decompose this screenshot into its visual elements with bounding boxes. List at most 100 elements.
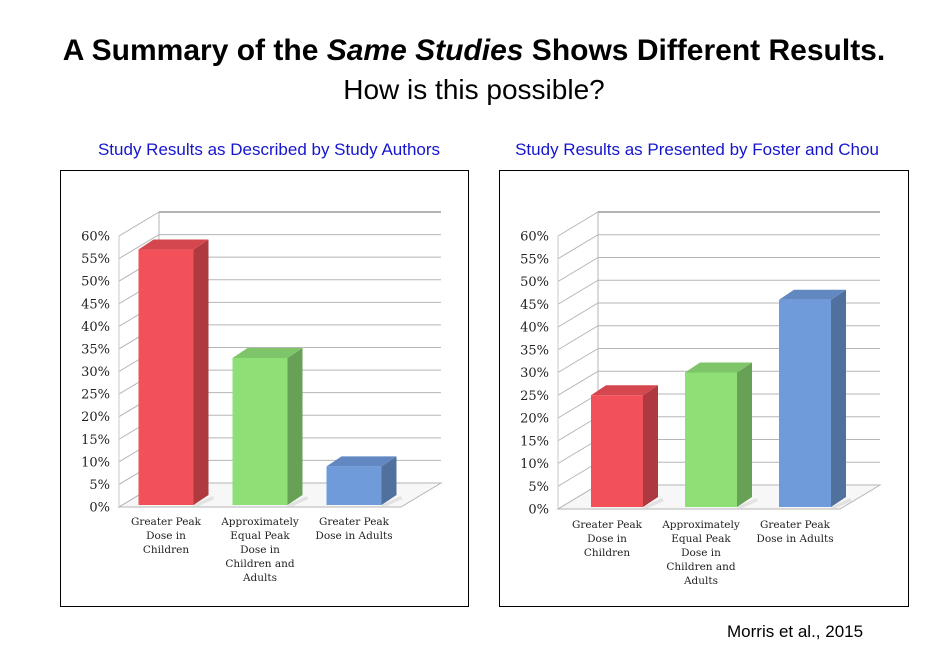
category-label: Greater Peak Dose in Children <box>131 516 202 556</box>
y-tick-label: 30% <box>81 365 110 380</box>
chart-left: 0% 5% 10% 15% 20% 25% 30% 35% 40% 45% 50% 55% 60% Gre… <box>60 170 469 607</box>
bar <box>138 239 215 507</box>
y-tick-label: 20% <box>81 410 110 425</box>
bar-top <box>779 289 846 300</box>
category-label-line: Dose in Adults <box>315 530 392 542</box>
bar <box>591 385 664 509</box>
category-label: Approximately Equal Peak Dose in Children a… <box>661 519 740 587</box>
y-tick-label: 0% <box>89 501 110 516</box>
category-label-line: Children and <box>666 561 736 573</box>
category-label: Greater Peak Dose in Adults <box>315 516 392 542</box>
category-label-line: Dose in Adults <box>756 533 833 545</box>
title-suffix: Shows Different Results. <box>523 34 886 67</box>
gridline-depth <box>557 370 599 396</box>
category-label: Greater Peak Dose in Adults <box>756 519 833 545</box>
category-label-line: Equal Peak <box>230 530 290 542</box>
category-label-line: Dose in <box>587 533 627 545</box>
y-tick-label: 35% <box>81 342 110 357</box>
slide-title: A Summary of the Same Studies Shows Diff… <box>0 34 948 68</box>
category-label-line: Children <box>143 544 189 556</box>
citation: Morris et al., 2015 <box>727 622 864 641</box>
category-label-line: Dose in <box>146 530 186 542</box>
y-tick-label: 10% <box>81 455 110 470</box>
category-label-line: Greater Peak <box>319 516 390 528</box>
bar-shadow <box>287 496 309 507</box>
bar-top <box>591 385 658 396</box>
bar-shadow <box>381 496 403 507</box>
y-tick-label: 55% <box>81 252 110 267</box>
y-tick-label: 35% <box>520 343 549 358</box>
y-tick-label: 40% <box>520 321 549 336</box>
gridline-depth <box>557 302 599 328</box>
chart-right: 0% 5% 10% 15% 20% 25% 30% 35% 40% 45% 50% 55% 60% Gre… <box>499 170 909 607</box>
y-tick-label: 10% <box>520 457 549 472</box>
category-label-line: Adults <box>242 572 277 584</box>
y-tick-label: 60% <box>520 230 549 245</box>
gridline-depth <box>118 211 160 237</box>
bar-side <box>831 289 846 507</box>
category-label-line: Children <box>584 547 630 559</box>
y-tick-label: 30% <box>520 366 549 381</box>
bar-shadow <box>831 498 852 509</box>
y-tick-label: 60% <box>81 230 110 245</box>
title-emphasis: Same Studies <box>326 34 524 67</box>
y-tick-label: 45% <box>520 298 549 313</box>
category-label-line: Greater Peak <box>572 519 643 531</box>
y-tick-label: 50% <box>81 275 110 290</box>
bar-shadow <box>737 498 758 509</box>
category-label-line: Approximately <box>661 519 740 531</box>
category-label-line: Greater Peak <box>131 516 202 528</box>
bar-top <box>326 456 397 467</box>
gridline-depth <box>557 257 599 282</box>
bar-side <box>737 362 752 507</box>
category-label-line: Approximately <box>220 516 299 528</box>
bar-side <box>381 456 397 505</box>
category-label-line: Children and <box>225 558 295 570</box>
y-tick-label: 5% <box>89 478 110 493</box>
bar-shadow <box>643 498 664 509</box>
bars <box>138 239 403 507</box>
y-tick-label: 15% <box>520 434 549 449</box>
y-tick-label: 50% <box>520 275 549 290</box>
category-label-line: Dose in <box>681 547 721 559</box>
gridline-depth <box>557 279 599 305</box>
bar-front <box>779 299 831 507</box>
y-tick-label: 15% <box>81 433 110 448</box>
bar-side <box>193 239 209 506</box>
chart-left-svg: 0% 5% 10% 15% 20% 25% 30% 35% 40% 45% 50% 55% 60% Gre… <box>81 211 443 584</box>
y-tick-label: 45% <box>81 297 110 312</box>
bar-side <box>287 347 303 505</box>
category-label-line: Adults <box>683 575 718 587</box>
chart-right-svg: 0% 5% 10% 15% 20% 25% 30% 35% 40% 45% 50% 55% 60% Gre… <box>520 211 882 587</box>
bar-top <box>685 362 752 373</box>
bar-front <box>685 372 737 507</box>
gridline-depth <box>557 234 599 260</box>
bar-front <box>138 249 194 505</box>
slide-subtitle: How is this possible? <box>343 74 605 105</box>
bar-front <box>591 395 643 507</box>
bar <box>326 456 403 507</box>
y-tick-label: 20% <box>520 412 549 427</box>
bar <box>779 289 852 509</box>
y-tick-label: 25% <box>81 388 110 403</box>
bar-front <box>232 357 288 505</box>
title-prefix: A Summary of the <box>62 34 327 67</box>
y-tick-label: 55% <box>520 252 549 267</box>
bar <box>232 347 309 507</box>
y-tick-label: 25% <box>520 389 549 404</box>
category-label-line: Greater Peak <box>760 519 831 531</box>
chart-title-right: Study Results as Presented by Foster and… <box>515 140 879 159</box>
gridline-depth <box>118 234 160 260</box>
bar-top <box>232 347 303 358</box>
bar-top <box>138 239 209 250</box>
bars <box>591 289 852 509</box>
y-tick-label: 0% <box>528 503 549 518</box>
gridline-depth <box>557 348 599 373</box>
bar-shadow <box>193 496 215 507</box>
chart-title-left: Study Results as Described by Study Auth… <box>97 140 441 159</box>
bar <box>685 362 758 509</box>
category-label: Greater Peak Dose in Children <box>572 519 643 559</box>
category-label-line: Dose in <box>240 544 280 556</box>
category-label-line: Equal Peak <box>671 533 731 545</box>
bar-front <box>326 466 382 505</box>
